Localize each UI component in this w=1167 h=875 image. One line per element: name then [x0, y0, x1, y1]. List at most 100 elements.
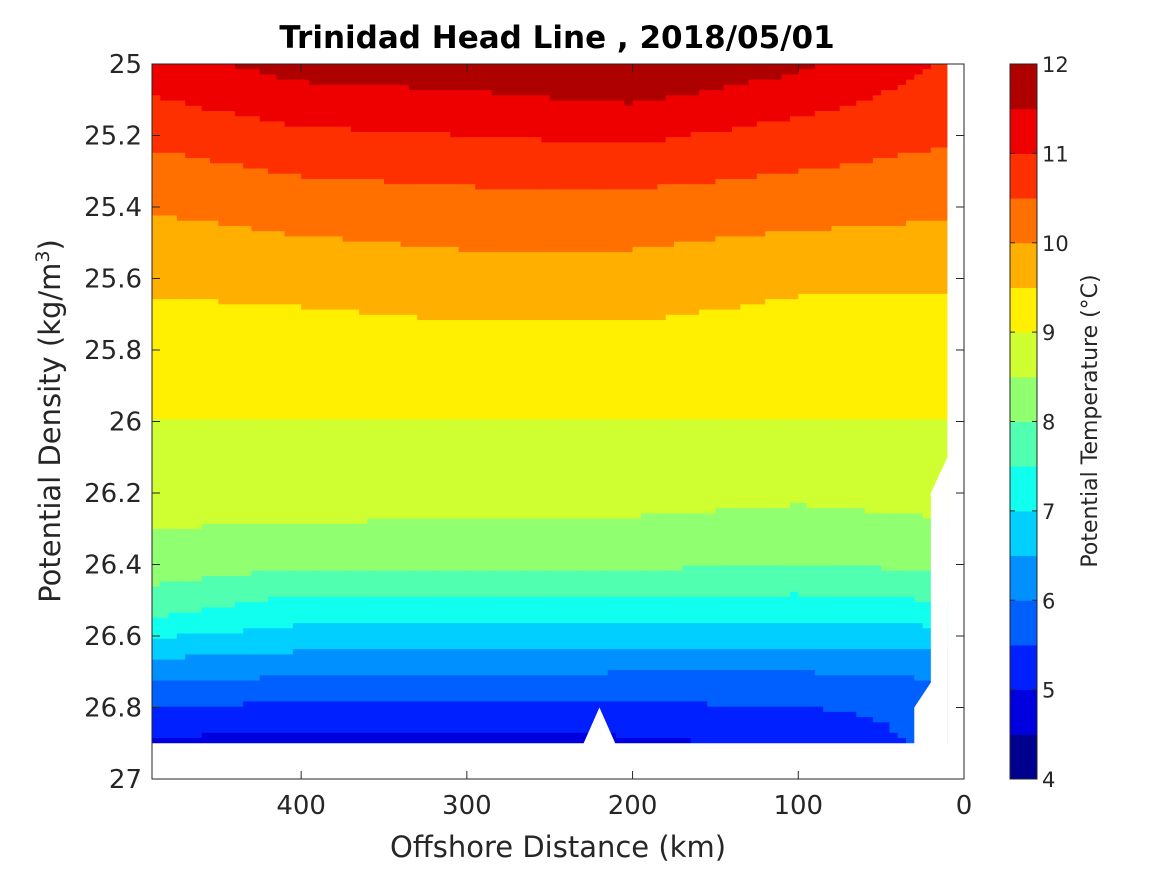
- contour-cell: [765, 320, 775, 326]
- contour-cell: [765, 105, 775, 112]
- contour-cell: [210, 241, 219, 248]
- contour-cell: [806, 330, 816, 337]
- contour-cell: [591, 278, 601, 285]
- contour-cell: [524, 137, 534, 144]
- contour-cell: [541, 236, 551, 243]
- contour-cell: [458, 168, 468, 175]
- contour-cell: [193, 126, 203, 133]
- contour-cell: [848, 210, 857, 217]
- contour-cell: [558, 121, 567, 128]
- contour-cell: [574, 246, 584, 253]
- contour-cell: [234, 105, 244, 112]
- contour-cell: [607, 178, 617, 185]
- contour-cell: [450, 152, 460, 159]
- contour-cell: [317, 252, 327, 259]
- contour-cell: [848, 95, 857, 102]
- contour-cell: [442, 189, 451, 196]
- contour-cell: [334, 267, 344, 274]
- contour-cell: [326, 111, 335, 117]
- contour-cell: [872, 173, 882, 180]
- contour-cell: [740, 220, 750, 227]
- contour-cell: [897, 69, 907, 76]
- contour-cell: [516, 278, 526, 285]
- contour-cell: [897, 278, 907, 285]
- contour-cell: [616, 100, 625, 107]
- contour-cell: [856, 320, 866, 326]
- contour-cell: [798, 309, 808, 316]
- contour-cell: [748, 194, 758, 201]
- contour-cell: [657, 178, 667, 185]
- contour-cell: [765, 283, 775, 290]
- contour-cell: [698, 199, 708, 206]
- contour-cell: [466, 116, 476, 123]
- contour-cell: [558, 215, 567, 222]
- contour-cell: [450, 246, 460, 253]
- contour-cell: [690, 304, 700, 311]
- contour-cell: [301, 299, 311, 306]
- contour-cell: [350, 158, 360, 164]
- contour-cell: [674, 64, 683, 70]
- contour-cell: [317, 137, 327, 144]
- contour-cell: [425, 74, 435, 81]
- contour-cell: [218, 205, 228, 212]
- contour-cell: [649, 142, 659, 149]
- contour-cell: [574, 131, 584, 138]
- contour-cell: [798, 168, 808, 175]
- contour-cell: [483, 168, 493, 175]
- contour-cell: [375, 121, 385, 128]
- contour-cell: [243, 79, 253, 86]
- contour-cell: [649, 273, 659, 279]
- contour-cell: [558, 288, 567, 295]
- contour-cell: [359, 168, 369, 175]
- contour-cell: [218, 241, 228, 248]
- contour-cell: [723, 111, 733, 117]
- contour-cell: [740, 304, 750, 311]
- contour-cell: [326, 215, 335, 222]
- contour-cell: [607, 330, 617, 337]
- contour-cell: [582, 325, 592, 332]
- contour-cell: [541, 262, 551, 269]
- contour-cell: [748, 137, 758, 144]
- contour-cell: [500, 152, 509, 159]
- contour-cell: [384, 105, 393, 112]
- contour-cell: [392, 184, 402, 191]
- contour-cell: [276, 288, 286, 295]
- contour-cell: [475, 105, 485, 112]
- contour-cell: [500, 163, 509, 170]
- contour-cell: [433, 241, 443, 248]
- contour-cell: [848, 252, 857, 259]
- contour-cell: [582, 273, 592, 279]
- contour-cell: [400, 220, 410, 227]
- contour-cell: [856, 210, 866, 217]
- contour-cell: [814, 64, 824, 70]
- contour-cell: [392, 74, 402, 81]
- contour-cell: [582, 320, 592, 326]
- contour-cell: [674, 194, 683, 201]
- contour-cell: [210, 299, 219, 306]
- contour-cell: [491, 225, 501, 232]
- contour-cell: [698, 184, 708, 191]
- contour-cell: [176, 278, 186, 285]
- contour-cell: [466, 163, 476, 170]
- contour-cell: [193, 74, 203, 81]
- contour-cell: [649, 194, 659, 201]
- contour-cell: [632, 184, 642, 191]
- contour-cell: [624, 299, 634, 306]
- contour-cell: [674, 225, 683, 232]
- contour-cell: [790, 69, 799, 76]
- contour-cell: [549, 293, 559, 300]
- contour-cell: [823, 231, 833, 238]
- contour-cell: [309, 131, 319, 138]
- contour-cell: [707, 246, 717, 253]
- contour-cell: [665, 95, 675, 102]
- contour-cell: [152, 288, 161, 295]
- contour-cell: [309, 299, 319, 306]
- contour-cell: [707, 199, 717, 206]
- contour-cell: [326, 304, 335, 311]
- contour-cell: [234, 330, 244, 337]
- contour-cell: [417, 199, 427, 206]
- contour-cell: [259, 126, 269, 133]
- contour-cell: [243, 147, 253, 154]
- contour-cell: [732, 241, 741, 248]
- contour-cell: [326, 299, 335, 306]
